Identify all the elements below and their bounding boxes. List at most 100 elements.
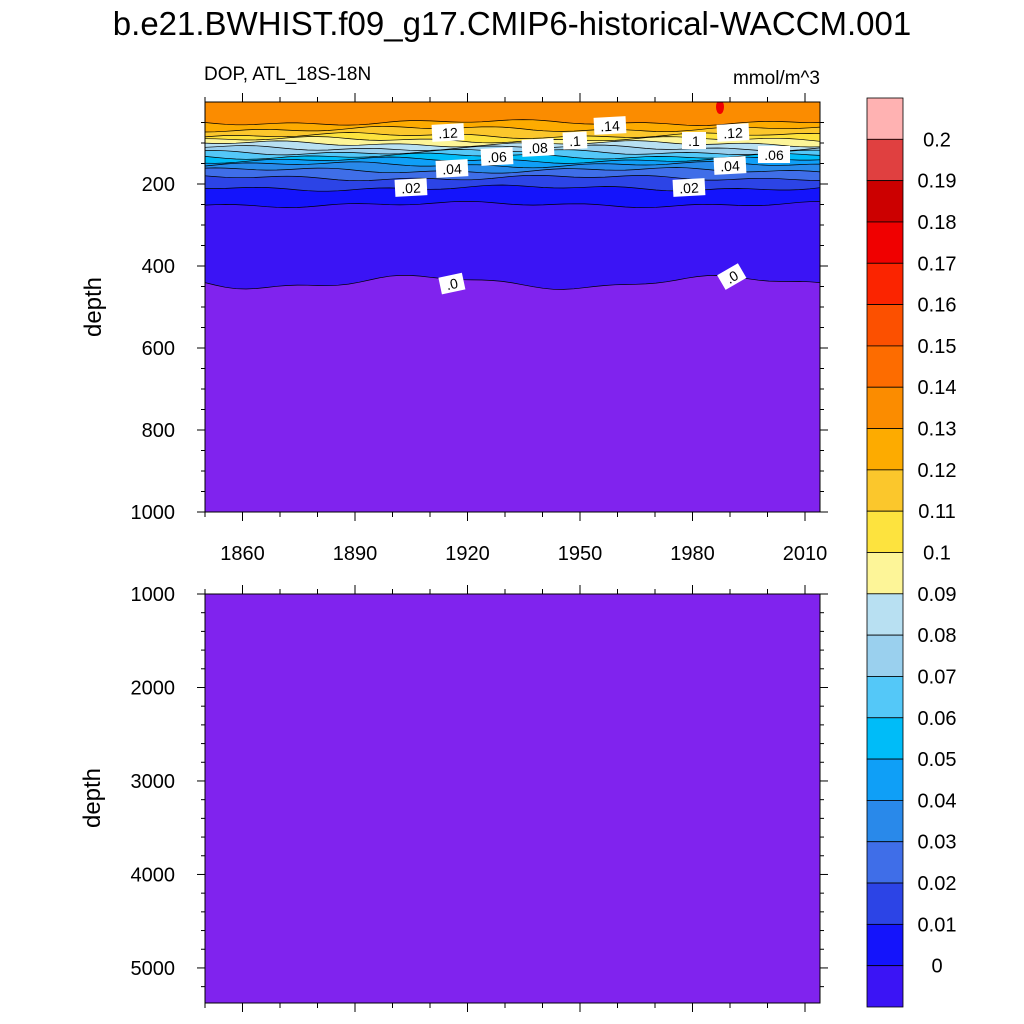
contour-label-text: .02 bbox=[679, 179, 699, 196]
contour-line-0.03 bbox=[205, 174, 820, 182]
x-tick-label: 1920 bbox=[445, 543, 490, 565]
y-tick-label: 400 bbox=[142, 256, 175, 278]
colorbar-box bbox=[866, 510, 904, 553]
fill-band-0.14 bbox=[205, 102, 820, 126]
x-tick-label: 1980 bbox=[670, 543, 715, 565]
contour-label: .0 bbox=[717, 263, 747, 290]
y-tick-label: 4000 bbox=[131, 864, 176, 886]
colorbar-label: 0.1 bbox=[923, 543, 951, 565]
y-tick-label: 3000 bbox=[131, 771, 176, 793]
colorbar: 0.2 0.19 0.18 0.17 0.16 0.15 0.14 0.13 0.12 0.11 0… bbox=[866, 97, 957, 1008]
contour-label-text: .04 bbox=[720, 157, 740, 174]
contour-label: .06 bbox=[480, 147, 514, 166]
colorbar-box bbox=[866, 428, 904, 471]
y-tick-label: 200 bbox=[142, 174, 175, 196]
colorbar-label: 0.17 bbox=[918, 253, 957, 275]
colorbar-label: 0.16 bbox=[918, 295, 957, 317]
upper-y-axis-label: depth bbox=[80, 277, 107, 337]
colorbar-box bbox=[866, 304, 904, 347]
x-tick-label: 1860 bbox=[220, 543, 265, 565]
colorbar-box bbox=[866, 180, 904, 223]
y-tick-label: 5000 bbox=[131, 958, 176, 980]
colorbar-box bbox=[866, 882, 904, 925]
colorbar-label: 0.11 bbox=[918, 501, 955, 523]
colorbar-label: 0.06 bbox=[918, 708, 957, 730]
colorbar-box bbox=[866, 221, 904, 264]
contour-label: .1 bbox=[682, 132, 706, 149]
colorbar-box bbox=[866, 345, 904, 388]
colorbar-label: 0.03 bbox=[918, 832, 957, 854]
contour-label-text: .04 bbox=[442, 160, 462, 177]
colorbar-box bbox=[866, 552, 904, 595]
contour-label: .06 bbox=[758, 146, 790, 163]
colorbar-label: 0.12 bbox=[918, 460, 957, 482]
colorbar-box bbox=[866, 262, 904, 305]
contour-label-text: .06 bbox=[764, 147, 784, 163]
lower-panel-axes: 1000 2000 3000 4000 5000 bbox=[131, 584, 828, 1012]
colorbar-label: 0.07 bbox=[918, 666, 957, 688]
colorbar-box bbox=[866, 469, 904, 512]
colorbar-label: 0.01 bbox=[918, 914, 957, 936]
y-tick-label: 2000 bbox=[131, 677, 176, 699]
variable-region-label: DOP, ATL_18S-18N bbox=[204, 64, 372, 85]
contour-line-0.1 bbox=[205, 140, 820, 148]
colorbar-label: 0.2 bbox=[923, 129, 951, 151]
colorbar-box bbox=[866, 634, 904, 677]
x-tick-label: 2010 bbox=[783, 543, 828, 565]
chart-title: b.e21.BWHIST.f09_g17.CMIP6-historical-WA… bbox=[112, 5, 912, 42]
colorbar-box bbox=[866, 593, 904, 636]
contour-label-text: .12 bbox=[438, 124, 458, 141]
colorbar-label: 0.14 bbox=[918, 377, 957, 399]
colorbar-box bbox=[866, 800, 904, 843]
contour-label: .04 bbox=[713, 156, 747, 175]
x-tick-label: 1950 bbox=[558, 543, 603, 565]
colorbar-box bbox=[866, 717, 904, 760]
lower-panel-frame bbox=[204, 593, 821, 1004]
contour-label-text: .06 bbox=[487, 148, 507, 165]
colorbar-label: 0.19 bbox=[918, 171, 957, 193]
y-tick-label: 1000 bbox=[131, 584, 176, 606]
contour-label-text: .12 bbox=[723, 124, 743, 141]
colorbar-box bbox=[866, 138, 904, 182]
contour-label: .12 bbox=[431, 123, 465, 142]
lower-panel-fill bbox=[205, 594, 820, 1003]
x-tick-label: 1890 bbox=[333, 543, 378, 565]
colorbar-label: 0.05 bbox=[918, 749, 957, 771]
contour-label: .02 bbox=[394, 178, 428, 197]
contour-line-0.02 bbox=[205, 184, 820, 192]
colorbar-label: 0.08 bbox=[918, 625, 957, 647]
colorbar-box bbox=[866, 97, 904, 140]
contour-label-text: .1 bbox=[688, 133, 700, 149]
contour-line-0.01 bbox=[205, 201, 820, 209]
y-tick-label: 600 bbox=[142, 338, 175, 360]
upper-panel-contour-labels: .12 .06 .08 .1 .14 .1 .12 .04 .06 .04 .02 .02 .0 .0 bbox=[394, 116, 790, 295]
colorbar-label: 0.02 bbox=[918, 873, 957, 895]
contour-label: .0 bbox=[438, 272, 466, 295]
colorbar-label: 0.04 bbox=[918, 790, 957, 812]
colorbar-box bbox=[866, 923, 904, 967]
contour-label-text: .02 bbox=[401, 179, 421, 196]
colorbar-box bbox=[866, 965, 904, 1008]
units-label: mmol/m^3 bbox=[732, 68, 820, 89]
contour-label: .04 bbox=[435, 159, 469, 178]
contour-label: .12 bbox=[716, 123, 750, 142]
y-tick-label: 800 bbox=[142, 420, 175, 442]
contour-label-text: .14 bbox=[600, 117, 620, 134]
contour-label: .08 bbox=[521, 138, 555, 157]
colorbar-label: 0.15 bbox=[918, 336, 957, 358]
colorbar-label: 0.18 bbox=[918, 212, 957, 234]
colorbar-label: 0 bbox=[931, 956, 942, 978]
contour-label-text: .08 bbox=[528, 139, 548, 156]
colorbar-box bbox=[866, 841, 904, 884]
contour-label: .1 bbox=[562, 131, 588, 150]
contour-label-text: .0 bbox=[445, 275, 460, 293]
lower-y-axis-label: depth bbox=[79, 768, 106, 828]
colorbar-box bbox=[866, 676, 904, 719]
colorbar-label: 0.13 bbox=[918, 419, 957, 441]
contour-label: .14 bbox=[593, 116, 627, 135]
contour-label-text: .1 bbox=[569, 133, 582, 150]
contour-label: .02 bbox=[672, 178, 706, 197]
y-tick-label: 1000 bbox=[131, 502, 176, 524]
surface-max-blob bbox=[716, 102, 724, 114]
